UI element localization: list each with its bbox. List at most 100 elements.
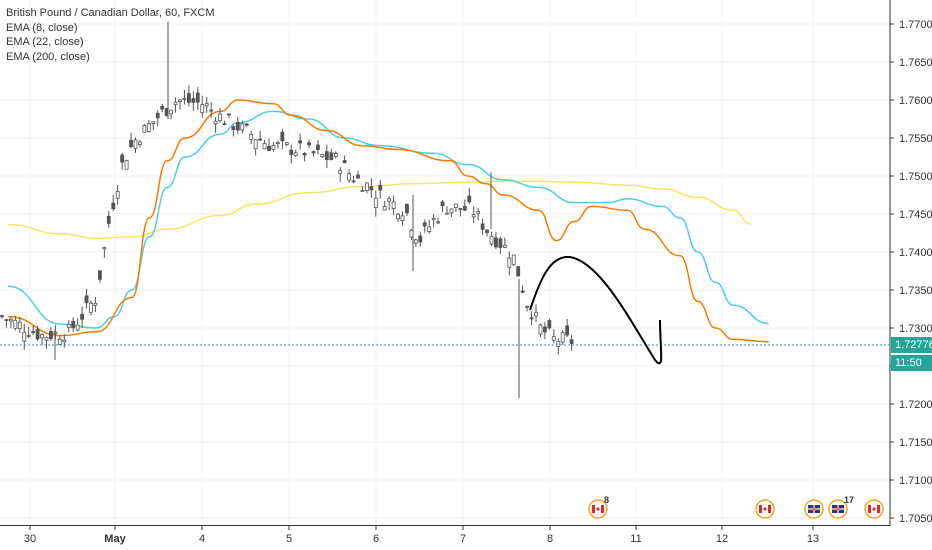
candle-down xyxy=(227,113,231,116)
candle-up xyxy=(93,302,98,306)
candle-up xyxy=(396,213,400,220)
candlesticks xyxy=(0,21,574,398)
candle-down xyxy=(356,174,360,179)
candle-down xyxy=(307,142,311,146)
candle-down xyxy=(120,154,125,163)
flag-band xyxy=(592,505,595,513)
candle-up xyxy=(133,139,138,149)
candle-down xyxy=(49,331,53,340)
candle-up xyxy=(449,208,454,214)
candle-up xyxy=(209,109,214,112)
candle-up xyxy=(213,120,218,125)
series-line xyxy=(7,110,769,329)
candle-up xyxy=(173,101,178,105)
x-tick-label: 11 xyxy=(630,533,641,545)
candle-down xyxy=(244,123,249,126)
ema-8-line xyxy=(7,99,769,343)
economic-events[interactable]: 8 17 xyxy=(588,495,884,519)
flag-band xyxy=(877,505,880,513)
ema-200-label[interactable]: EMA (200, close) xyxy=(6,50,90,63)
canada-flag-icon[interactable]: 8 xyxy=(588,495,609,519)
drawn-curve-annotation[interactable] xyxy=(529,255,663,365)
candle-up xyxy=(142,124,147,133)
candle-down xyxy=(458,208,463,210)
ema-200-line xyxy=(7,180,752,240)
y-tick-label: 1.70500 xyxy=(899,513,932,525)
candle-down xyxy=(520,290,525,293)
candle-up xyxy=(560,332,565,343)
candle-down xyxy=(258,138,263,141)
candle-down xyxy=(547,320,552,329)
candle-down xyxy=(462,206,467,211)
candle-up xyxy=(453,203,458,208)
candle-down xyxy=(494,237,498,248)
canada-flag-icon[interactable] xyxy=(864,499,884,519)
candle-up xyxy=(262,143,267,150)
uk-flag-icon[interactable] xyxy=(804,499,824,519)
y-tick-label: 1.72000 xyxy=(899,399,932,411)
candle-up xyxy=(293,152,298,157)
canada-flag-icon[interactable] xyxy=(755,499,775,519)
candle-down xyxy=(106,215,111,224)
candle-down xyxy=(111,202,116,210)
x-tick-label: 8 xyxy=(547,533,553,545)
flag-band xyxy=(759,505,762,513)
y-tick-label: 1.71000 xyxy=(899,475,932,487)
candle-down xyxy=(0,315,4,318)
candle-down xyxy=(565,325,570,336)
x-tick-label: 13 xyxy=(807,533,819,545)
candle-down xyxy=(280,131,285,142)
candle-down xyxy=(369,186,374,191)
candle-down xyxy=(302,152,307,156)
time-axis-ticks: 30 May 4 5 6 7 8 11 12 13 xyxy=(24,526,819,545)
candle-down xyxy=(485,229,489,233)
candle-up xyxy=(436,221,441,224)
candle-down xyxy=(378,184,383,191)
candle-up xyxy=(413,239,418,244)
candle-down xyxy=(324,151,329,160)
event-count-badge: 8 xyxy=(604,495,609,505)
candle-up xyxy=(44,337,49,341)
candle-up xyxy=(40,334,44,339)
candle-down xyxy=(191,98,196,103)
candle-up xyxy=(75,324,80,331)
candle-up xyxy=(102,247,107,250)
candle-down xyxy=(329,152,334,161)
ema-8-label[interactable]: EMA (8, close) xyxy=(6,21,78,34)
flag-band xyxy=(868,505,871,513)
candle-down xyxy=(480,223,485,230)
candle-up xyxy=(445,212,449,215)
flag-cross-red xyxy=(813,505,815,513)
candle-down xyxy=(342,160,347,164)
y-tick-label: 1.74500 xyxy=(899,209,932,221)
candle-down xyxy=(155,112,160,119)
candle-up xyxy=(364,182,369,192)
candle-up xyxy=(57,338,62,345)
ema-22-line xyxy=(7,110,769,329)
candle-up xyxy=(320,154,325,158)
candle-up xyxy=(502,244,507,248)
candle-up xyxy=(409,229,414,238)
candle-up xyxy=(511,254,516,265)
candle-up xyxy=(182,97,187,100)
candle-up xyxy=(556,341,561,347)
candle-down xyxy=(195,92,200,103)
symbol-title[interactable]: British Pound / Canadian Dollar, 60, FXC… xyxy=(6,7,215,19)
candle-down xyxy=(35,329,40,340)
series-line xyxy=(7,99,769,343)
uk-flag-icon[interactable]: 17 xyxy=(828,495,854,519)
candle-down xyxy=(569,339,574,344)
candle-up xyxy=(26,335,31,337)
candle-up xyxy=(538,324,543,335)
candle-up xyxy=(89,302,93,313)
candle-up xyxy=(400,215,405,221)
maple-leaf-icon xyxy=(872,507,876,511)
current-price-label: 1.72776 xyxy=(891,337,932,354)
ema-22-label[interactable]: EMA (22, close) xyxy=(6,36,84,48)
y-tick-label: 1.73000 xyxy=(899,323,932,335)
candle-down xyxy=(529,317,534,320)
candle-up xyxy=(146,123,151,133)
candle-down xyxy=(222,123,227,126)
candle-up xyxy=(178,99,182,102)
